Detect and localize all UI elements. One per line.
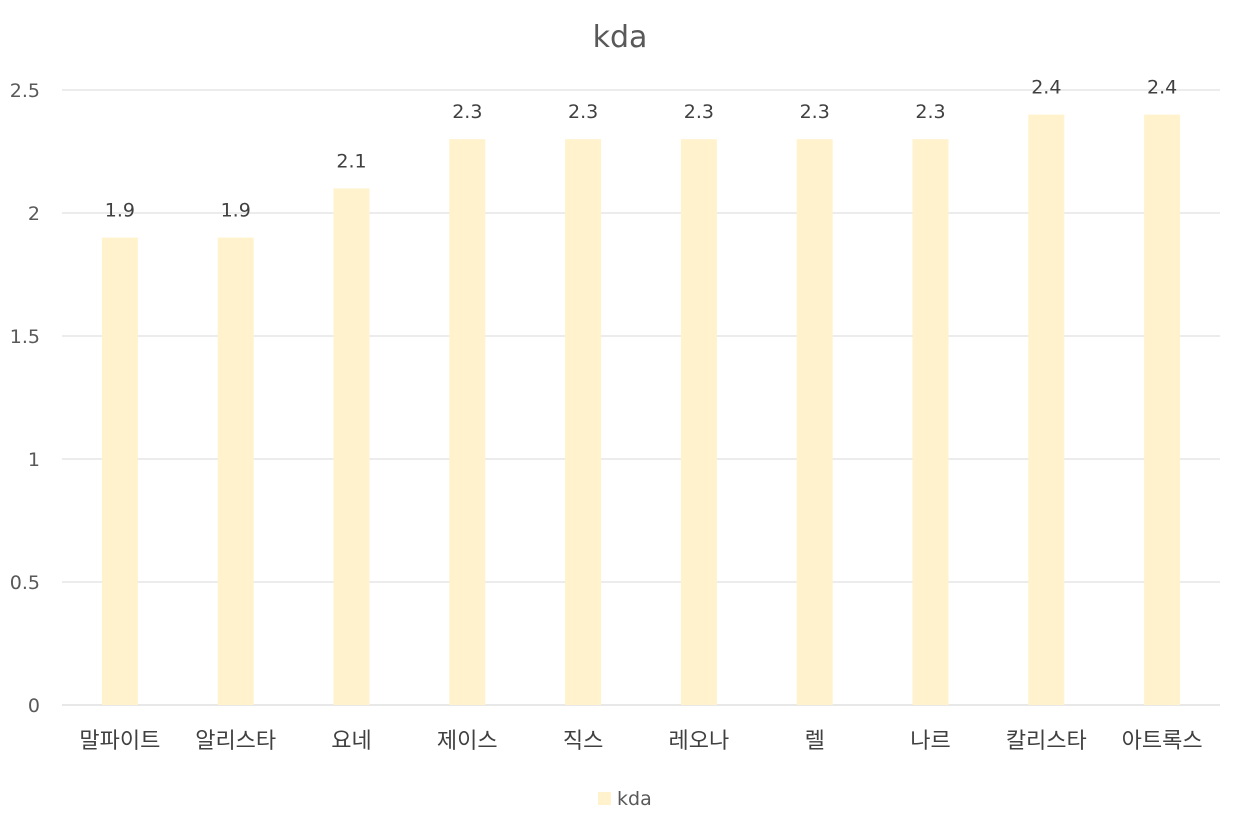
bar [1028,114,1065,706]
legend-swatch [598,792,611,805]
data-label: 1.9 [221,200,251,222]
gridlines [62,89,1220,706]
data-label: 2.3 [684,101,714,123]
x-category-label: 제이스 [437,729,498,754]
data-label: 2.4 [1031,77,1061,99]
data-label: 1.9 [105,200,135,222]
y-tick-label: 1.5 [10,326,40,348]
data-label: 2.3 [915,101,945,123]
bar [217,237,254,705]
bars [101,114,1181,706]
x-category-label: 레오나 [669,729,730,754]
x-category-label: 아트록스 [1122,729,1203,754]
x-category-label: 렐 [805,729,825,754]
bar [101,237,138,705]
bar [912,139,949,705]
x-category-label: 칼리스타 [1006,729,1087,754]
bar [449,139,486,705]
x-category-label: 직스 [563,729,603,754]
x-category-label: 요네 [331,729,371,754]
x-axis-category-labels: 말파이트 알리스타 요네 제이스 직스 레오나 렐 나르 칼리스타 아트록스 [79,729,1202,754]
legend-label: kda [617,788,652,810]
bar [565,139,602,705]
data-label: 2.3 [452,101,482,123]
y-tick-label: 0.5 [10,572,40,594]
y-tick-label: 2.5 [10,80,40,102]
y-tick-label: 0 [28,695,40,717]
x-category-label: 알리스타 [195,729,276,754]
bar [680,139,717,705]
y-axis-tick-labels: 0 0.5 1 1.5 2 2.5 [10,80,40,717]
bar [796,139,833,705]
y-tick-label: 1 [28,449,40,471]
legend: kda [598,788,652,810]
data-label: 2.1 [336,150,366,172]
x-category-label: 말파이트 [79,729,160,754]
chart-title: kda [593,20,648,55]
data-labels: 1.9 1.9 2.1 2.3 2.3 2.3 2.3 2.3 2.4 2.4 [105,77,1177,222]
bar [333,188,370,705]
data-label: 2.3 [800,101,830,123]
x-category-label: 나르 [910,729,950,754]
data-label: 2.3 [568,101,598,123]
data-label: 2.4 [1147,77,1177,99]
bar [1144,114,1181,706]
y-tick-label: 2 [28,203,40,225]
